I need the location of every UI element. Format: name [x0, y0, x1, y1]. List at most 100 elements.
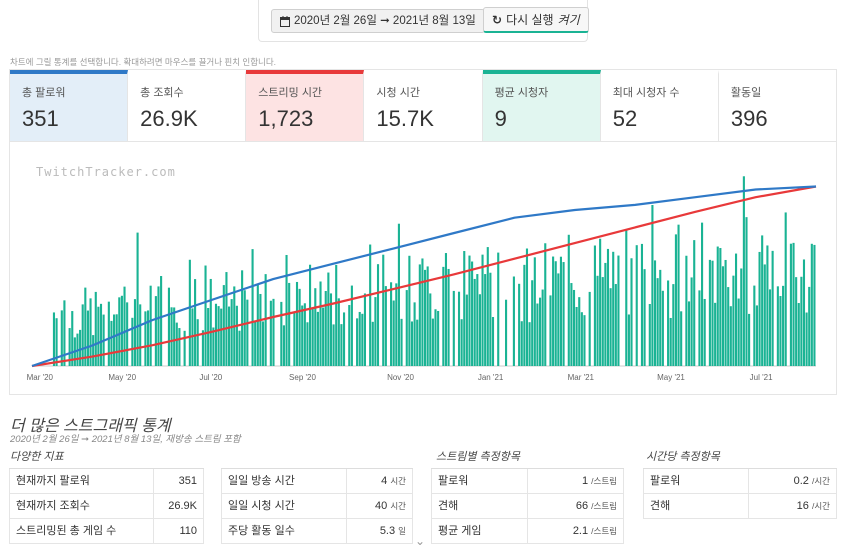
chart-bar	[97, 306, 100, 366]
chart-bar	[301, 305, 304, 366]
chart-bar	[238, 330, 241, 366]
stat-value: 52	[612, 106, 638, 131]
chart-bar	[601, 277, 604, 366]
chart-bar	[295, 281, 299, 366]
chart-bar	[356, 318, 359, 366]
chart-bar	[392, 300, 395, 366]
stat-value: 9	[494, 106, 507, 131]
chart-bar	[512, 276, 515, 366]
chart-bar	[63, 300, 66, 366]
chart-bar	[478, 294, 481, 366]
chart-bar	[207, 308, 210, 366]
chart-bar	[118, 297, 121, 366]
chart-canvas[interactable]: TwitchTracker.com Mar '20 May '20 Jul '20 Se…	[10, 142, 838, 395]
stat-label: 총 조회수	[140, 87, 184, 99]
chart-bar	[476, 274, 479, 366]
chart-bar	[288, 282, 291, 366]
chart-bar	[745, 217, 748, 366]
chart-bar	[167, 287, 170, 366]
chart-bar	[136, 232, 139, 366]
chart-bar	[640, 243, 644, 366]
row-label: 팔로워	[431, 469, 528, 493]
row-value: 1 /스트림	[528, 469, 624, 493]
chart-bar	[332, 324, 335, 366]
chart-bar	[444, 253, 448, 366]
chart-bar	[437, 310, 440, 366]
stats-chart[interactable]: TwitchTracker.com Mar '20 May '20 Jul '20 Se…	[9, 142, 837, 395]
rerun-toggle-button[interactable]: ↻ 다시 실행 켜기	[483, 7, 589, 33]
chart-bar	[214, 303, 218, 366]
chevron-down-icon[interactable]: ⌄	[415, 534, 426, 547]
chart-bar	[789, 243, 792, 366]
row-label: 스트리밍된 총 게임 수	[9, 519, 154, 543]
chart-bar	[468, 255, 471, 366]
stat-label: 총 팔로워	[22, 87, 66, 99]
chart-bar	[311, 309, 314, 366]
row-value: 110	[154, 519, 204, 543]
chart-bar	[625, 229, 628, 366]
chart-bar	[732, 275, 735, 366]
section-heading-per-hour: 시간당 측정항목	[646, 451, 720, 463]
chart-bar	[648, 304, 651, 366]
chart-bar	[685, 255, 688, 366]
chart-bar	[146, 310, 150, 366]
calendar-icon	[280, 15, 290, 27]
chart-bar	[201, 330, 204, 366]
chart-bar	[797, 303, 800, 366]
chart-bar	[729, 306, 732, 366]
x-tick-label: Nov '20	[387, 373, 414, 382]
chart-bar	[397, 223, 400, 366]
chart-bar	[805, 312, 808, 366]
stat-value: 26.9K	[140, 106, 198, 131]
chart-bar	[810, 243, 813, 366]
chart-bar	[755, 305, 758, 366]
stat-tile-followers[interactable]: 총 팔로워 351	[10, 70, 129, 141]
chart-bar	[133, 299, 137, 366]
chart-bar	[784, 212, 787, 366]
stat-tile-max-viewers[interactable]: 최대 시청자 수 52	[601, 70, 719, 141]
chart-bar	[782, 285, 785, 366]
chart-bar	[570, 283, 573, 366]
table-row: 일일 시청 시간 40 시간	[221, 494, 413, 519]
x-tick-label: Jul '21	[750, 373, 773, 382]
stat-value: 351	[22, 106, 59, 131]
table-row: 스트리밍된 총 게임 수 110	[9, 519, 204, 544]
chart-bar	[204, 265, 207, 366]
stat-label: 스트리밍 시간	[258, 87, 323, 99]
row-label: 현재까지 조회수	[9, 494, 154, 518]
chart-bar	[677, 224, 680, 366]
chart-bar	[614, 284, 617, 366]
row-value: 40 시간	[347, 494, 413, 518]
row-value: 5.3 일	[347, 519, 413, 543]
chart-bar	[149, 285, 152, 366]
chart-bar	[126, 302, 129, 366]
date-range-button[interactable]: 2020년 2월 26일 ➞ 2021년 8월 13일	[271, 9, 485, 33]
stat-tile-views[interactable]: 총 조회수 26.9K	[128, 70, 247, 141]
chart-bar	[630, 258, 633, 366]
chart-bar	[324, 291, 327, 366]
date-range-label: 2020년 2월 26일 ➞ 2021년 8월 13일	[294, 15, 476, 27]
row-label: 팔로워	[643, 469, 749, 493]
chart-bar	[481, 254, 484, 366]
chart-bar	[711, 260, 714, 366]
chart-bar	[178, 328, 181, 366]
rerun-state: 켜기	[557, 12, 580, 27]
chart-bar	[261, 321, 265, 366]
chart-bar	[251, 249, 254, 366]
chart-bar	[575, 306, 578, 366]
row-label: 주당 활동 일수	[221, 519, 347, 543]
stat-tile-active-days[interactable]: 활동일 396	[719, 70, 836, 141]
stat-tile-watch-hours[interactable]: 시청 시간 15.7K	[364, 70, 483, 141]
chart-bar	[531, 280, 534, 366]
chart-bar	[71, 311, 74, 366]
stat-tile-avg-viewers[interactable]: 평균 시청자 9	[482, 70, 601, 141]
chart-bar	[173, 307, 176, 366]
chart-bar	[421, 258, 424, 366]
chart-bar	[280, 301, 283, 366]
chart-bar	[358, 311, 361, 366]
chart-bar	[727, 287, 730, 366]
x-tick-label: Jan '21	[478, 373, 504, 382]
stat-tile-stream-hours[interactable]: 스트리밍 시간 1,723	[246, 70, 365, 141]
chart-bar	[342, 312, 346, 366]
chart-bar	[734, 253, 738, 366]
